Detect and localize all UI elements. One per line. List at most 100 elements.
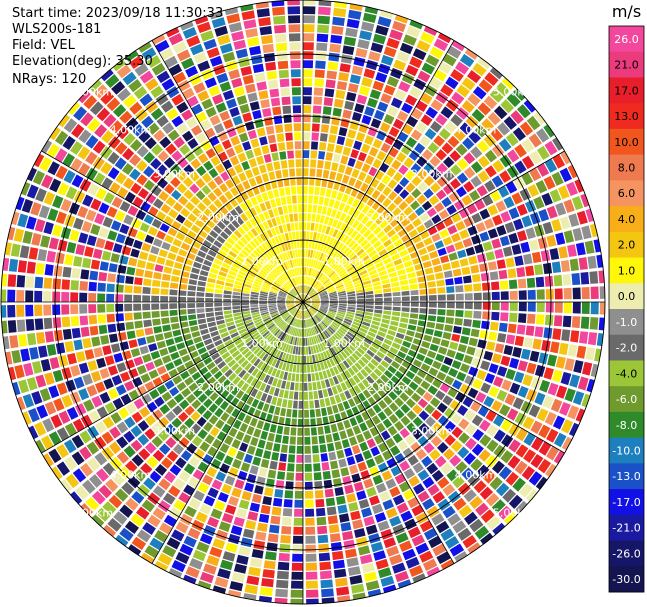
velocity-cell — [338, 292, 347, 296]
velocity-cell — [298, 337, 302, 346]
velocity-cell — [278, 306, 286, 310]
velocity-cell — [391, 281, 400, 287]
velocity-cell — [451, 426, 463, 439]
velocity-cell — [380, 54, 394, 66]
velocity-cell — [327, 257, 334, 266]
velocity-cell — [242, 313, 251, 318]
velocity-cell — [457, 249, 467, 259]
velocity-cell — [410, 163, 422, 174]
velocity-cell — [306, 276, 310, 285]
velocity-cell — [484, 72, 499, 86]
velocity-cell — [324, 161, 332, 170]
velocity-cell — [141, 552, 155, 564]
colorbar-tick: -30.0 — [612, 573, 640, 586]
velocity-cell — [397, 110, 409, 122]
velocity-cell — [144, 442, 157, 454]
colorbar-tick: 10.0 — [614, 136, 639, 149]
velocity-cell — [441, 142, 454, 155]
velocity-cell — [405, 398, 416, 409]
velocity-cell — [289, 363, 294, 372]
velocity-cell — [147, 492, 161, 505]
velocity-cell — [280, 311, 288, 317]
velocity-cell — [276, 379, 282, 388]
velocity-cell — [282, 324, 289, 332]
velocity-cell — [415, 386, 426, 397]
velocity-cell — [417, 435, 429, 447]
velocity-cell — [168, 368, 179, 378]
velocity-cell — [363, 229, 372, 238]
velocity-cell — [234, 338, 243, 346]
velocity-cell — [464, 511, 478, 525]
velocity-cell — [274, 406, 281, 416]
velocity-cell — [268, 306, 277, 310]
velocity-cell — [489, 88, 504, 103]
velocity-cell — [238, 546, 251, 557]
velocity-cell — [303, 302, 311, 305]
velocity-cell — [265, 551, 277, 561]
velocity-cell — [389, 402, 399, 412]
velocity-cell — [351, 168, 360, 179]
velocity-cell — [522, 374, 533, 387]
velocity-cell — [447, 224, 458, 235]
velocity-cell — [365, 305, 374, 309]
velocity-cell — [419, 302, 428, 308]
velocity-cell — [387, 202, 397, 212]
velocity-cell — [263, 450, 272, 460]
velocity-cell — [514, 335, 524, 347]
velocity-cell — [276, 425, 284, 435]
velocity-cell — [401, 290, 410, 296]
velocity-cell — [438, 428, 450, 440]
velocity-cell — [240, 537, 253, 548]
velocity-cell — [339, 212, 347, 222]
velocity-cell — [358, 123, 369, 134]
velocity-cell — [463, 318, 472, 327]
velocity-cell — [356, 295, 365, 299]
velocity-cell — [508, 232, 519, 244]
velocity-cell — [386, 243, 395, 252]
velocity-cell — [186, 443, 198, 454]
velocity-cell — [397, 327, 407, 334]
velocity-cell — [261, 313, 270, 318]
velocity-cell — [150, 350, 161, 360]
velocity-cell — [393, 337, 403, 345]
velocity-cell — [148, 369, 159, 380]
velocity-cell — [534, 224, 545, 237]
velocity-cell — [353, 245, 362, 254]
velocity-cell — [16, 396, 26, 411]
velocity-cell — [329, 296, 338, 299]
velocity-cell — [245, 519, 257, 530]
velocity-cell — [355, 222, 364, 232]
velocity-cell — [467, 93, 481, 107]
velocity-cell — [132, 376, 143, 388]
velocity-cell — [485, 165, 497, 178]
velocity-cell — [347, 296, 356, 300]
velocity-cell — [379, 220, 389, 229]
velocity-cell — [196, 404, 207, 415]
velocity-cell — [545, 463, 557, 477]
velocity-cell — [194, 448, 205, 460]
velocity-cell — [85, 496, 100, 512]
velocity-cell — [227, 325, 236, 331]
velocity-cell — [281, 399, 288, 408]
velocity-cell — [544, 314, 554, 326]
velocity-cell — [218, 521, 231, 532]
velocity-cell — [544, 140, 558, 156]
velocity-cell — [305, 580, 318, 589]
velocity-cell — [345, 283, 353, 288]
velocity-cell — [303, 364, 307, 373]
velocity-cell — [494, 248, 504, 259]
velocity-cell — [279, 309, 287, 314]
velocity-cell — [325, 328, 333, 336]
velocity-cell — [303, 355, 307, 364]
velocity-cell — [352, 198, 360, 208]
velocity-cell — [322, 234, 328, 243]
velocity-cell — [423, 26, 438, 36]
velocity-cell — [335, 332, 343, 339]
velocity-cell — [272, 349, 279, 358]
velocity-cell — [377, 364, 386, 373]
velocity-cell — [393, 184, 404, 194]
velocity-cell — [440, 84, 454, 97]
velocity-cell — [351, 364, 359, 374]
velocity-cell — [236, 379, 245, 389]
velocity-cell — [232, 335, 241, 342]
